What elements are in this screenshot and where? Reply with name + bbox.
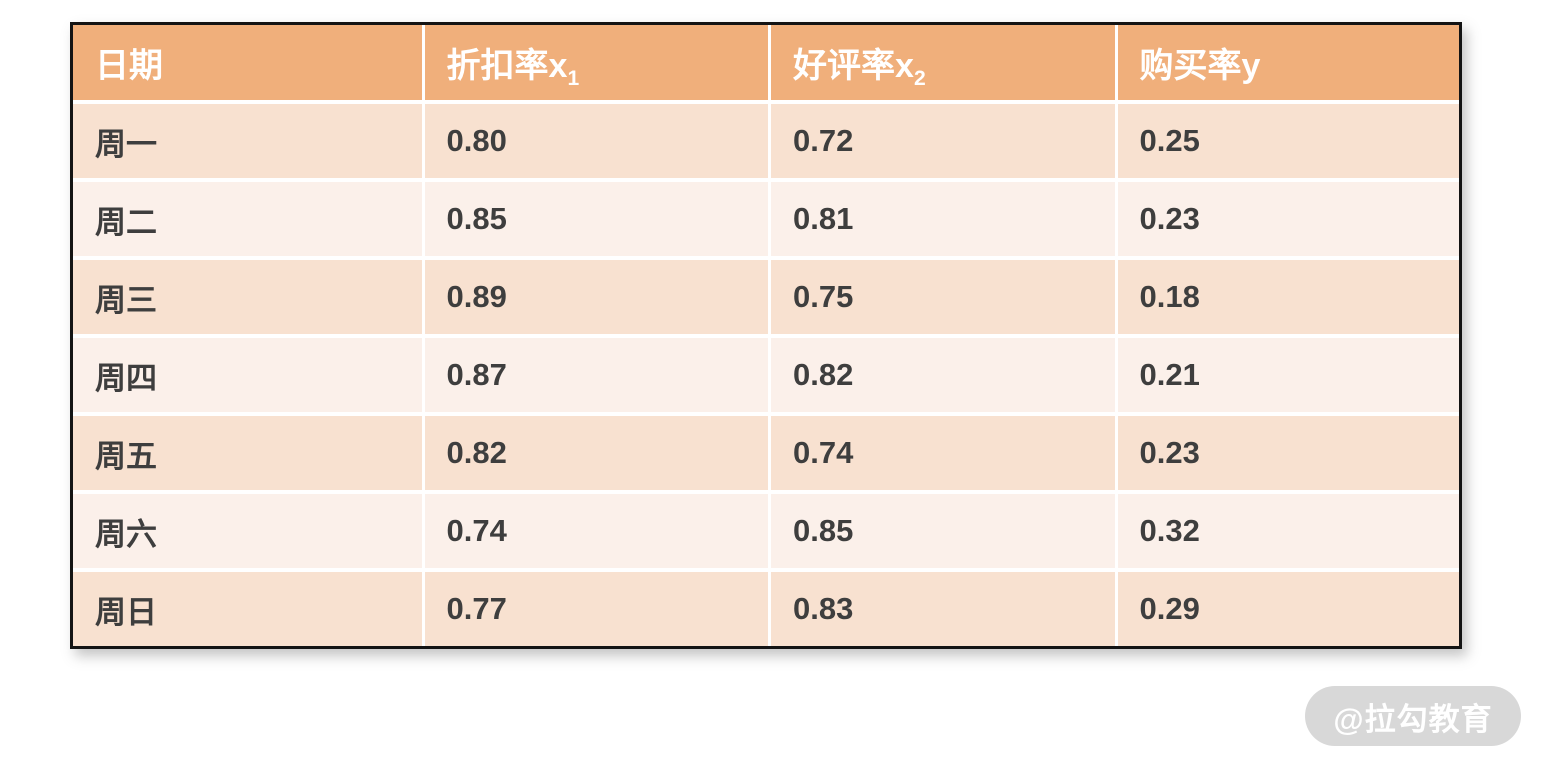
cell-purchase-rate: 0.25 — [1117, 100, 1459, 178]
table-row: 周四 0.87 0.82 0.21 — [73, 334, 1459, 412]
cell-discount-rate: 0.74 — [424, 490, 772, 568]
cell-discount-rate: 0.87 — [424, 334, 772, 412]
cell-day: 周五 — [73, 412, 425, 490]
cell-day: 周四 — [73, 334, 425, 412]
table-row: 周六 0.74 0.85 0.32 — [73, 490, 1459, 568]
cell-positive-review-rate: 0.74 — [771, 412, 1118, 490]
cell-purchase-rate: 0.29 — [1117, 568, 1459, 646]
cell-purchase-rate: 0.21 — [1117, 334, 1459, 412]
column-header-purchase-rate: 购买率y — [1117, 25, 1459, 100]
data-table: 日期 折扣率x1 好评率x2 购买率y 周一 0.80 0.72 0.25 周二… — [70, 22, 1462, 649]
cell-purchase-rate: 0.23 — [1117, 412, 1459, 490]
table-body: 周一 0.80 0.72 0.25 周二 0.85 0.81 0.23 周三 0… — [73, 100, 1459, 646]
cell-discount-rate: 0.85 — [424, 178, 772, 256]
column-header-positive-review-rate-label: 好评率x — [793, 47, 914, 85]
table-header: 日期 折扣率x1 好评率x2 购买率y — [73, 25, 1459, 100]
column-header-date: 日期 — [73, 25, 425, 100]
cell-discount-rate: 0.77 — [424, 568, 772, 646]
column-header-discount-rate-label: 折扣率x — [446, 47, 568, 85]
cell-purchase-rate: 0.23 — [1117, 178, 1459, 256]
weekly-metrics-table: 日期 折扣率x1 好评率x2 购买率y 周一 0.80 0.72 0.25 周二… — [73, 25, 1459, 646]
column-header-positive-review-rate-sub: 2 — [913, 66, 926, 90]
watermark-text: @拉勾教育 — [1333, 701, 1493, 737]
column-header-positive-review-rate: 好评率x2 — [771, 25, 1118, 100]
cell-discount-rate: 0.82 — [424, 412, 772, 490]
cell-positive-review-rate: 0.85 — [771, 490, 1118, 568]
column-header-discount-rate-sub: 1 — [567, 66, 580, 90]
cell-day: 周三 — [73, 256, 425, 334]
table-row: 周日 0.77 0.83 0.29 — [73, 568, 1459, 646]
cell-purchase-rate: 0.32 — [1117, 490, 1459, 568]
table-row: 周二 0.85 0.81 0.23 — [73, 178, 1459, 256]
table-row: 周一 0.80 0.72 0.25 — [73, 100, 1459, 178]
column-header-discount-rate: 折扣率x1 — [424, 25, 772, 100]
cell-day: 周日 — [73, 568, 425, 646]
cell-discount-rate: 0.80 — [424, 100, 772, 178]
cell-positive-review-rate: 0.72 — [771, 100, 1118, 178]
table-row: 周五 0.82 0.74 0.23 — [73, 412, 1459, 490]
table-row: 周三 0.89 0.75 0.18 — [73, 256, 1459, 334]
header-row: 日期 折扣率x1 好评率x2 购买率y — [73, 25, 1459, 100]
watermark-badge: @拉勾教育 — [1305, 686, 1521, 746]
cell-positive-review-rate: 0.81 — [771, 178, 1118, 256]
cell-purchase-rate: 0.18 — [1117, 256, 1459, 334]
column-header-date-label: 日期 — [95, 47, 163, 85]
cell-day: 周六 — [73, 490, 425, 568]
cell-positive-review-rate: 0.75 — [771, 256, 1118, 334]
cell-positive-review-rate: 0.83 — [771, 568, 1118, 646]
cell-positive-review-rate: 0.82 — [771, 334, 1118, 412]
cell-discount-rate: 0.89 — [424, 256, 772, 334]
column-header-purchase-rate-label: 购买率y — [1139, 47, 1261, 85]
cell-day: 周二 — [73, 178, 425, 256]
cell-day: 周一 — [73, 100, 425, 178]
